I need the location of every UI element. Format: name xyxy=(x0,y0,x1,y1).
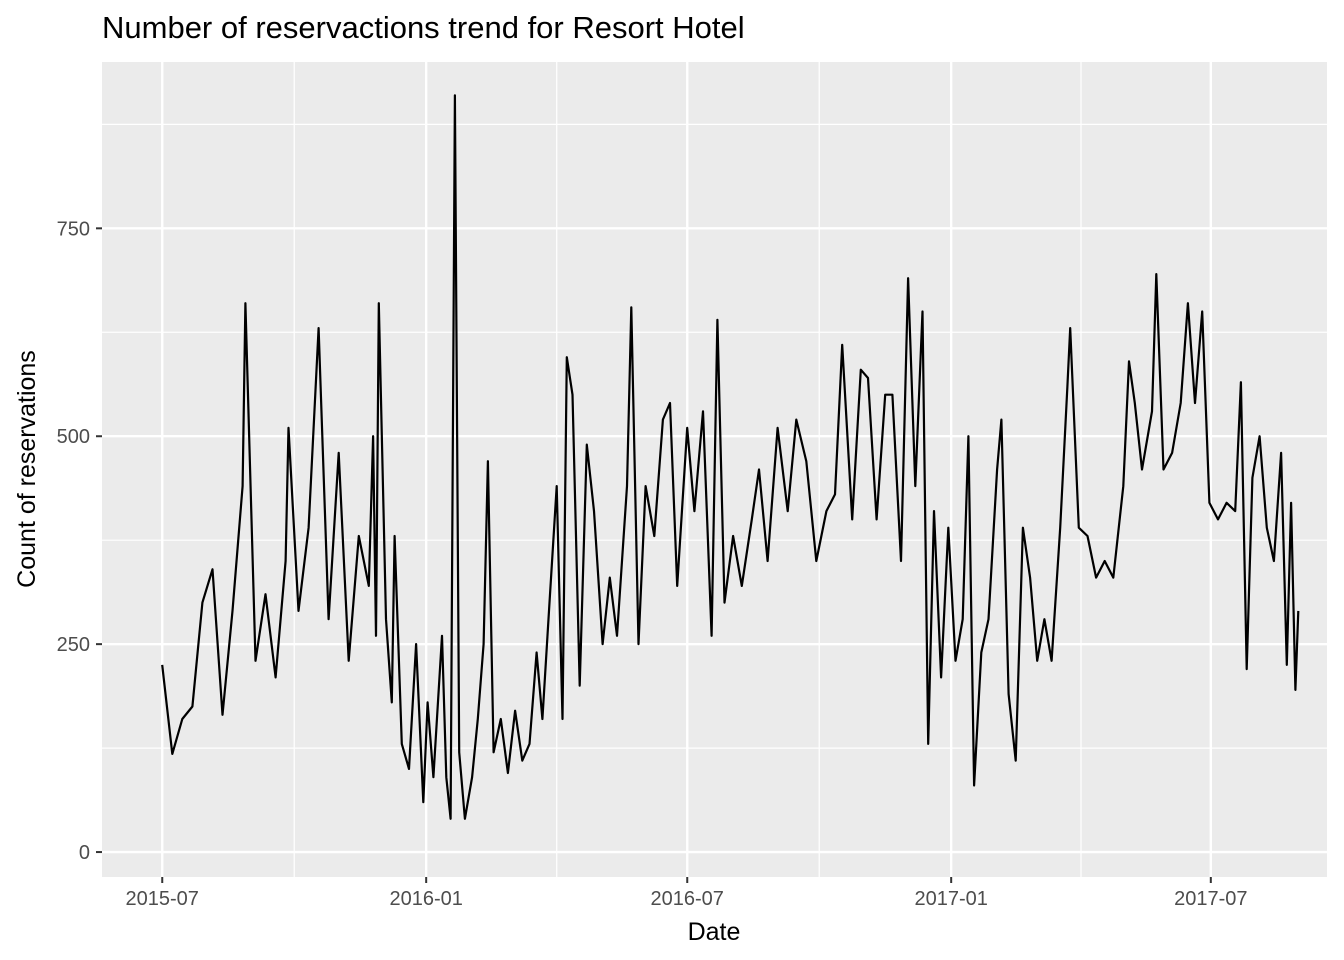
x-axis-title: Date xyxy=(688,918,741,946)
x-tick-label: 2015-07 xyxy=(126,888,199,910)
axes: 0 250 500 750 2015-07 2016-01 2016-07 2017-01 20… xyxy=(57,218,1248,910)
chart-title: Number of reservactions trend for Resort… xyxy=(102,10,745,45)
series-line xyxy=(161,94,1300,820)
y-tick-label: 500 xyxy=(57,426,90,448)
x-tick-label: 2017-01 xyxy=(914,888,987,910)
y-axis-title: Count of reservations xyxy=(13,350,41,588)
series-layer xyxy=(161,94,1300,820)
y-tick-label: 0 xyxy=(79,842,90,864)
x-tick-label: 2016-07 xyxy=(651,888,724,910)
x-tick-label: 2016-01 xyxy=(389,888,462,910)
y-tick-label: 250 xyxy=(57,634,90,656)
x-tick-label: 2017-07 xyxy=(1174,888,1247,910)
y-tick-label: 750 xyxy=(57,218,90,240)
minor-gridlines xyxy=(102,62,1327,877)
